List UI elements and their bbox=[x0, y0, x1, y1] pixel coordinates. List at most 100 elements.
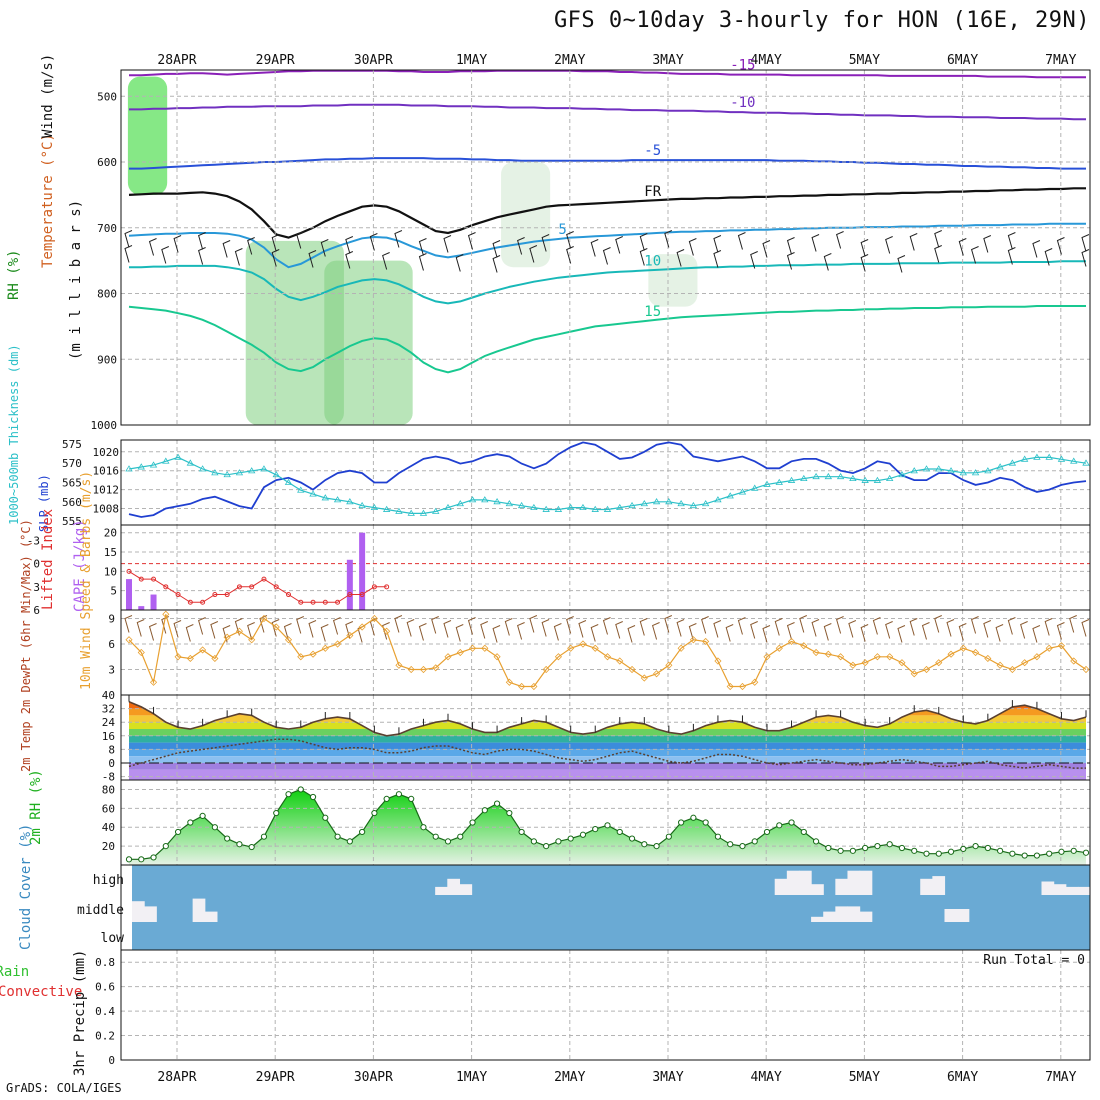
wind-barb bbox=[1044, 248, 1053, 266]
upper-air-frame bbox=[120, 69, 1091, 426]
surface-wind-barb bbox=[615, 621, 623, 639]
run-total-label: Run Total = 0 bbox=[983, 953, 1085, 968]
surface-wind-barb bbox=[774, 618, 783, 636]
temp2m-axis-label: 2m Temp 2m DewPt (6hr Min/Max) (°C) bbox=[19, 519, 33, 772]
wind-barb bbox=[970, 246, 979, 264]
surface-wind-barb bbox=[185, 624, 194, 642]
rh2m-point bbox=[800, 828, 807, 836]
thickness-point bbox=[640, 499, 649, 507]
wind-speed-line bbox=[128, 614, 1087, 688]
rh2m-point bbox=[248, 843, 255, 851]
thickness-point bbox=[432, 507, 440, 514]
rh2m-point bbox=[1033, 852, 1041, 859]
temperature-band bbox=[121, 695, 1090, 702]
wind-speed-point bbox=[947, 650, 955, 658]
wind-speed-point bbox=[383, 627, 391, 635]
surface-wind-barb bbox=[1032, 625, 1041, 643]
thickness-point bbox=[297, 486, 305, 493]
cape-tick-label: 20 bbox=[104, 527, 117, 540]
cloud-cover-bar bbox=[944, 909, 958, 922]
cloud-level-label: high bbox=[93, 873, 124, 888]
cloud-cover-bar bbox=[1077, 886, 1091, 895]
thickness-axis-label: 1000~500mb Thickness (dm) bbox=[7, 344, 21, 525]
rh2m-point bbox=[334, 833, 341, 840]
rh2m-point bbox=[309, 793, 317, 801]
rh2m-point bbox=[849, 847, 856, 854]
wind-barb bbox=[909, 233, 918, 251]
surface-wind-barb bbox=[983, 620, 992, 638]
wind-barb bbox=[296, 231, 304, 249]
li-point bbox=[310, 599, 316, 605]
thickness-point bbox=[677, 499, 685, 507]
temperature-tick-label: 16 bbox=[102, 730, 115, 743]
rh2m-point bbox=[297, 786, 304, 793]
li-point bbox=[126, 568, 132, 574]
surface-wind-barb bbox=[725, 624, 734, 642]
wind-speed-point bbox=[873, 653, 881, 661]
wind-barb bbox=[369, 233, 378, 251]
cape-bar bbox=[346, 559, 353, 610]
rh2m-point bbox=[923, 850, 930, 857]
wind-speed-point bbox=[419, 665, 428, 674]
wind-barb bbox=[811, 234, 820, 252]
wind-speed-point bbox=[223, 633, 231, 641]
rh2m-tick-label: 40 bbox=[102, 821, 115, 834]
wind-barb bbox=[786, 237, 795, 255]
wind-barb bbox=[1081, 234, 1090, 252]
date-tick-label-top: 3MAY bbox=[652, 53, 683, 68]
temperature-band bbox=[129, 735, 1086, 743]
rh2m-point bbox=[714, 833, 722, 840]
rh2m-point bbox=[383, 795, 390, 802]
li-point bbox=[335, 599, 341, 605]
thickness-point bbox=[984, 467, 992, 474]
thickness-point bbox=[971, 469, 980, 476]
wind-speed-point bbox=[1008, 665, 1016, 674]
rh2m-point bbox=[543, 843, 550, 850]
wind-speed-point bbox=[653, 670, 661, 678]
thickness-point bbox=[149, 461, 158, 468]
surface-wind-barb bbox=[308, 620, 317, 638]
wind-speed-point bbox=[235, 627, 243, 635]
wind-speed-point bbox=[309, 650, 317, 658]
wind-speed-point bbox=[824, 650, 832, 658]
rh2m-tick-label: 60 bbox=[102, 802, 115, 815]
surface-wind-barb bbox=[504, 618, 513, 636]
thickness-point bbox=[125, 465, 133, 472]
cloud-cover-bar bbox=[435, 886, 448, 895]
thickness-point bbox=[665, 498, 673, 505]
temperature-contour bbox=[128, 305, 1086, 374]
thickness-point bbox=[162, 457, 170, 464]
date-tick-label-bottom: 30APR bbox=[354, 1070, 393, 1085]
precip-tick-label: 0.2 bbox=[95, 1030, 115, 1043]
cape-tick-label: 15 bbox=[104, 546, 117, 559]
slp-axis-label: SLP (mb) bbox=[37, 474, 51, 532]
cloud-cover-bar bbox=[932, 876, 946, 895]
surface-wind-barb bbox=[283, 623, 292, 641]
rh2m-point bbox=[444, 838, 452, 845]
thickness-point bbox=[211, 469, 219, 476]
surface-wind-barb bbox=[762, 625, 771, 643]
wind-speed-point bbox=[260, 614, 268, 623]
wind-speed-point bbox=[125, 636, 133, 644]
wind-speed-point bbox=[334, 640, 342, 648]
thickness-point bbox=[1070, 457, 1078, 464]
cloud-cover-bar bbox=[1065, 886, 1079, 895]
wind-speed-point bbox=[407, 665, 415, 674]
wind-speed-point bbox=[616, 657, 624, 665]
li-point bbox=[236, 584, 242, 590]
pressure-unit-label: (m i l l i b a r s) bbox=[68, 200, 84, 360]
slp-tick-label: 1012 bbox=[93, 484, 120, 497]
temperature-band bbox=[129, 749, 1086, 757]
wind-speed-point bbox=[297, 653, 305, 661]
wind-tick-label: 9 bbox=[108, 613, 115, 626]
cloud-cover-bar bbox=[1041, 881, 1055, 895]
wind-barb bbox=[1056, 237, 1065, 255]
thickness-point bbox=[775, 478, 783, 485]
rh2m-point bbox=[972, 843, 979, 850]
thickness-point bbox=[247, 467, 256, 474]
surface-wind-barb bbox=[823, 623, 832, 641]
temperature-tick-label: 32 bbox=[102, 703, 115, 716]
wind-speed-point bbox=[837, 653, 845, 661]
li-point bbox=[261, 576, 267, 582]
wind-barb bbox=[664, 230, 673, 248]
